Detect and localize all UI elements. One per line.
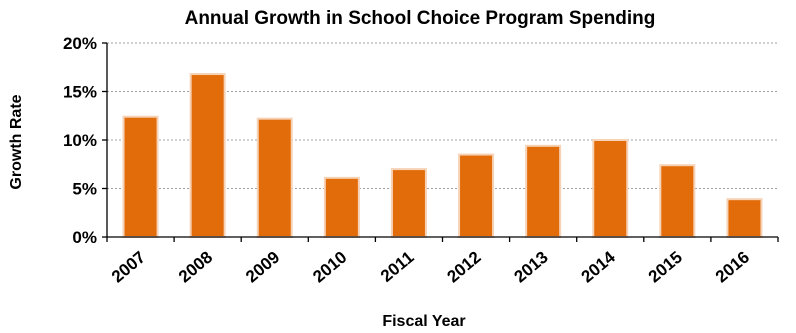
x-tick-label: 2014 (578, 247, 620, 286)
x-tick-label: 2011 (377, 248, 417, 286)
y-tick-label: 5% (72, 180, 97, 199)
x-axis-title: Fiscal Year (382, 313, 465, 330)
bars (122, 73, 763, 239)
bar-2014 (592, 139, 629, 238)
x-tick-label: 2015 (645, 248, 686, 287)
x-tick-label: 2009 (242, 248, 283, 287)
bar-2011 (390, 168, 427, 239)
axes (102, 42, 779, 242)
bar-2015 (659, 164, 696, 238)
bar-2016 (726, 198, 763, 238)
x-tick-label: 2013 (511, 248, 552, 287)
y-tick-labels: 0% 5% 10% 15% 20% (63, 34, 97, 247)
x-tick-label: 2008 (175, 248, 216, 287)
x-tick-labels: 2007 2008 2009 2010 2011 2012 2013 2014 2015 2016 (108, 247, 753, 286)
y-axis-title: Growth Rate (8, 94, 25, 189)
y-tick-label: 20% (63, 34, 97, 53)
x-tick-label: 2012 (443, 248, 484, 287)
bar-2007 (122, 115, 159, 238)
bar-2008 (189, 73, 226, 239)
bar-2012 (458, 153, 495, 238)
x-tick-label: 2007 (108, 248, 149, 287)
y-tick-label: 0% (72, 228, 97, 247)
chart-title: Annual Growth in School Choice Program S… (185, 8, 656, 29)
x-tick-label: 2016 (712, 248, 753, 287)
y-tick-label: 15% (63, 83, 97, 102)
bar-2009 (256, 117, 293, 238)
x-tick-label: 2010 (309, 248, 350, 287)
bar-2010 (323, 176, 360, 238)
bar-2013 (525, 144, 562, 239)
y-tick-label: 10% (63, 131, 97, 150)
